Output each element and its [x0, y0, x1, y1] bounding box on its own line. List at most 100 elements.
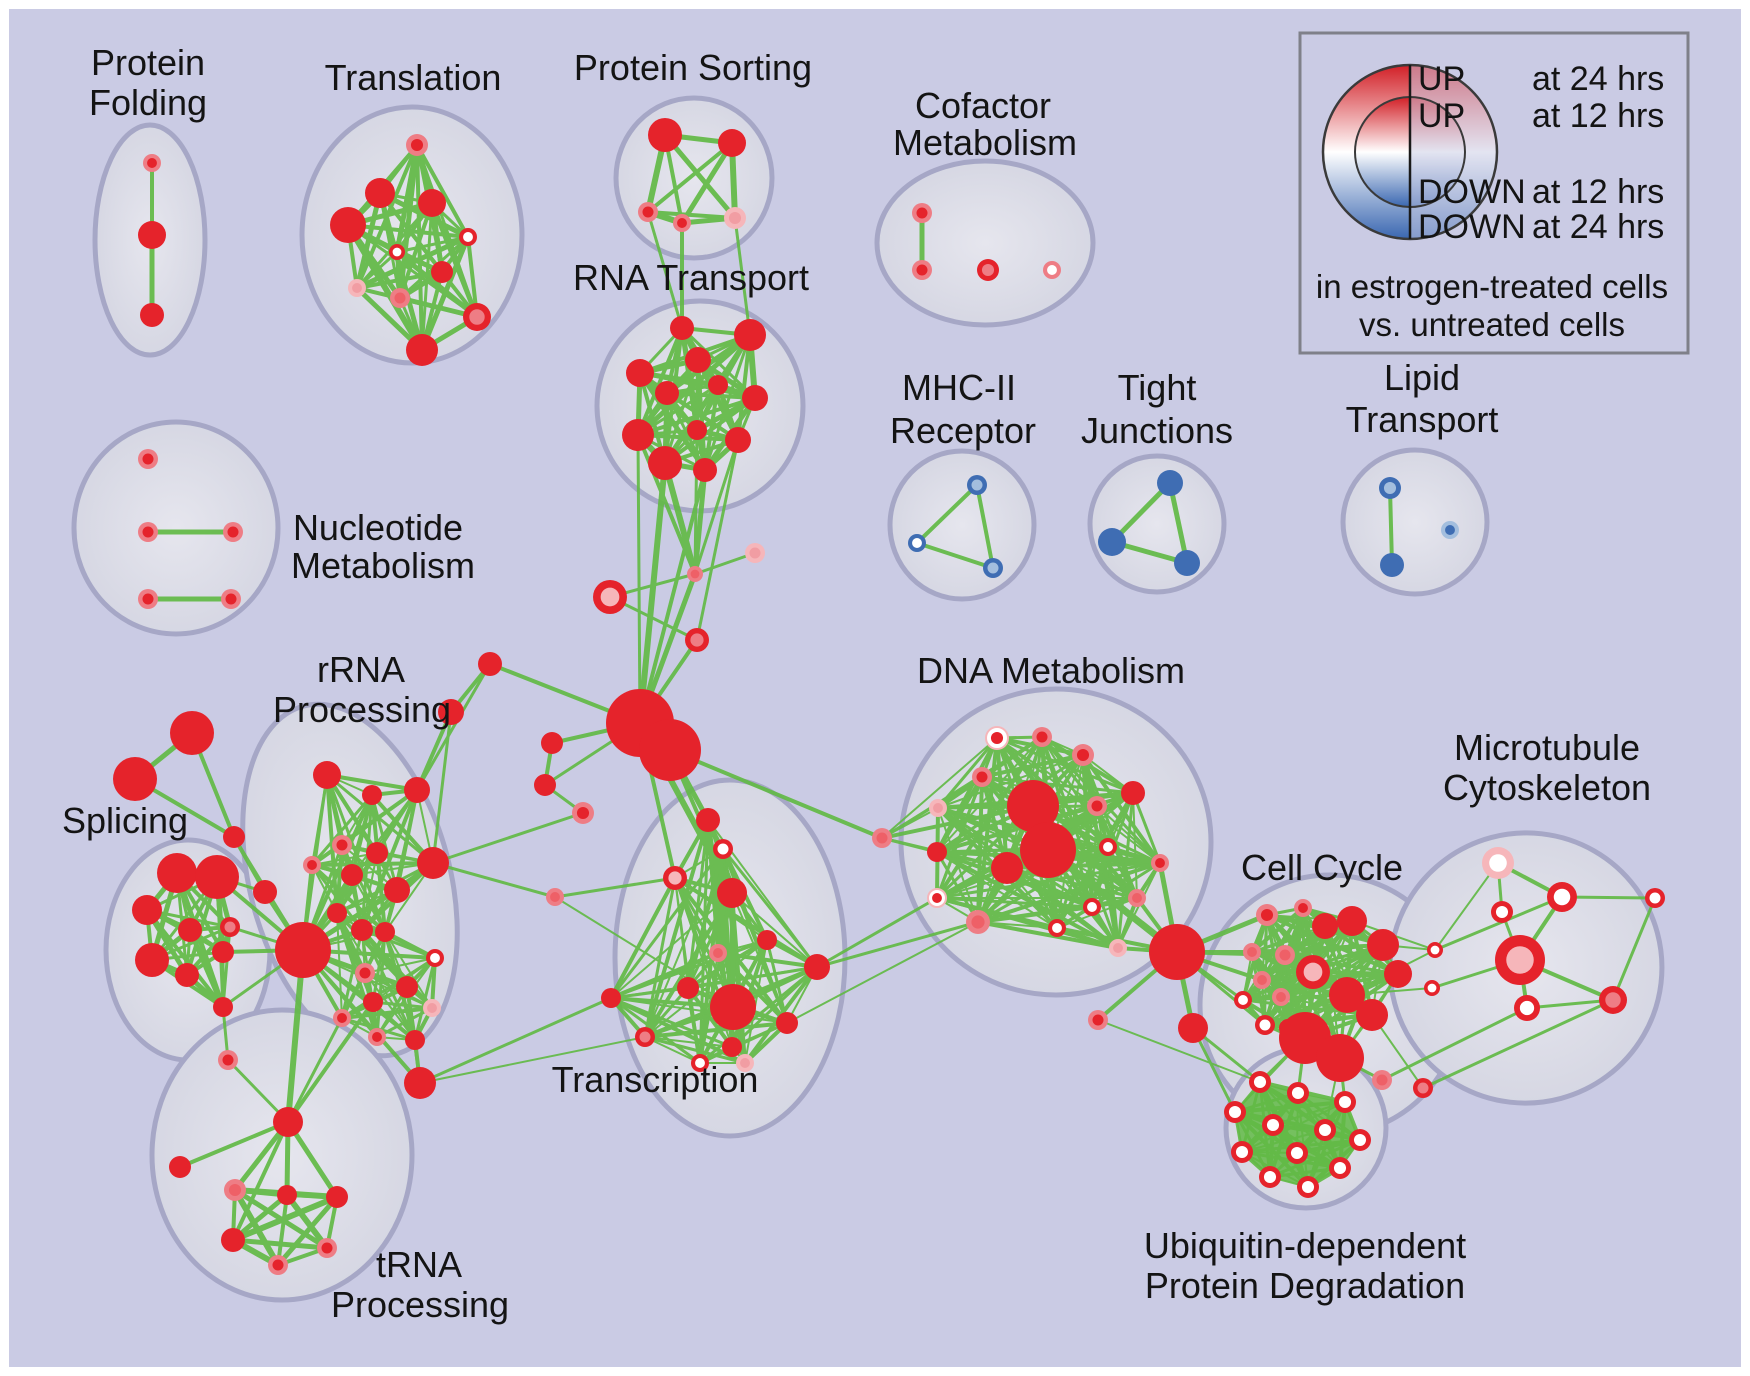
node: [1441, 521, 1459, 539]
node: [912, 203, 932, 223]
node: [648, 118, 682, 152]
node: [138, 449, 158, 469]
edge: [311, 774, 328, 866]
node: [655, 381, 679, 405]
node: [224, 1179, 246, 1201]
edge: [976, 861, 1162, 924]
node: [1099, 838, 1117, 856]
node: [622, 419, 654, 451]
edge: [915, 483, 979, 545]
node: [673, 214, 691, 232]
node: [463, 303, 491, 331]
edge: [815, 920, 980, 969]
edge: [286, 1016, 344, 1124]
node: [253, 880, 277, 904]
cluster-ellipse-nucleotide-metabolism: [71, 419, 281, 637]
node: [912, 260, 932, 280]
node: [1088, 1010, 1108, 1030]
edge: [384, 931, 433, 1009]
edge: [286, 1000, 375, 1124]
edge: [636, 326, 684, 437]
node: [277, 1185, 297, 1205]
edge: [1284, 944, 1384, 956]
node: [1255, 1015, 1275, 1035]
node: [985, 726, 1009, 750]
edge: [554, 896, 734, 1008]
edge: [310, 793, 374, 867]
edge: [733, 216, 752, 337]
edge: [364, 957, 436, 974]
cluster-label: Splicing: [62, 800, 188, 841]
edge: [431, 811, 585, 865]
node: [406, 134, 428, 156]
node: [362, 785, 382, 805]
node: [1491, 901, 1513, 923]
edge: [415, 143, 470, 239]
node: [1149, 924, 1205, 980]
edge: [231, 1120, 290, 1242]
node: [972, 767, 992, 787]
edge: [345, 222, 425, 353]
edge: [1081, 753, 1162, 865]
edge: [609, 986, 690, 1000]
node: [330, 207, 366, 243]
node: [677, 977, 699, 999]
node: [1259, 1166, 1281, 1188]
node: [1157, 470, 1183, 496]
node: [1072, 744, 1094, 766]
edge: [663, 396, 757, 465]
edge: [1433, 895, 1564, 952]
cluster-label: Metabolism: [893, 122, 1077, 163]
node: [389, 244, 405, 260]
node: [908, 534, 926, 552]
edge: [695, 438, 740, 642]
cluster-label: rRNA: [317, 649, 405, 690]
edge: [1269, 1101, 1346, 1178]
edge: [1296, 1091, 1362, 1142]
node: [223, 522, 243, 542]
node: [1286, 1142, 1308, 1164]
edge: [1434, 862, 1499, 951]
node: [348, 279, 366, 297]
edge: [1380, 1006, 1529, 1082]
edge: [609, 996, 702, 1065]
legend-direction-label: DOWN: [1418, 173, 1526, 211]
edge: [881, 736, 1043, 839]
node: [626, 359, 654, 387]
node: [169, 1156, 191, 1178]
node: [1262, 1114, 1284, 1136]
node: [170, 711, 214, 755]
edge: [609, 876, 677, 1000]
node: [691, 1054, 709, 1072]
cluster-label: Protein: [91, 42, 205, 83]
edge: [716, 951, 789, 1025]
cluster-label: Lipid: [1384, 357, 1460, 398]
edge: [731, 892, 818, 968]
node: [140, 303, 164, 327]
cluster-label: Folding: [89, 82, 207, 123]
node: [736, 1054, 754, 1072]
edge: [1132, 792, 1138, 899]
node: [745, 543, 765, 563]
node: [221, 589, 241, 609]
node-layer: [113, 118, 1665, 1275]
edge: [975, 483, 995, 570]
node: [776, 1012, 798, 1034]
edge: [980, 753, 1085, 779]
node: [718, 129, 746, 157]
node: [1043, 261, 1061, 279]
edge: [1097, 1019, 1261, 1083]
cluster-label: Processing: [273, 689, 451, 730]
edge: [646, 141, 734, 214]
node: [275, 922, 331, 978]
legend-direction-label: DOWN: [1418, 208, 1526, 246]
cluster-label: MHC-II: [902, 367, 1016, 408]
node: [710, 984, 756, 1030]
node: [478, 652, 502, 676]
node: [1334, 1091, 1356, 1113]
edge: [1191, 1026, 1237, 1114]
node: [1424, 980, 1440, 996]
edge: [415, 710, 453, 792]
edge: [375, 851, 387, 934]
